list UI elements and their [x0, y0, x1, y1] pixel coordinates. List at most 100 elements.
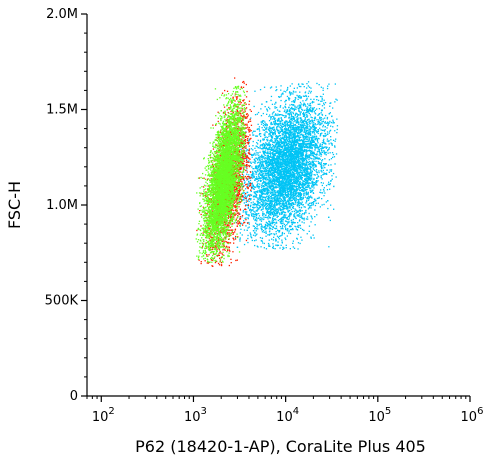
scatter-point — [308, 109, 310, 111]
scatter-point — [308, 207, 311, 209]
scatter-point — [272, 226, 274, 228]
scatter-point — [320, 155, 322, 157]
scatter-point — [259, 237, 262, 239]
scatter-point — [334, 140, 336, 142]
scatter-point — [284, 167, 286, 169]
scatter-point — [274, 191, 276, 194]
scatter-point — [262, 138, 264, 140]
scatter-point — [259, 151, 261, 153]
scatter-point — [330, 169, 333, 171]
scatter-point — [314, 139, 317, 141]
scatter-point — [285, 131, 287, 133]
scatter-point — [312, 145, 315, 147]
scatter-point — [263, 193, 266, 195]
scatter-point — [289, 209, 291, 212]
scatter-point — [276, 202, 278, 204]
scatter-point — [281, 206, 284, 209]
scatter-point — [295, 151, 297, 154]
scatter-point — [306, 116, 308, 118]
scatter-point — [300, 202, 302, 204]
scatter-point — [275, 161, 277, 163]
scatter-point — [276, 146, 278, 148]
scatter-point — [270, 152, 272, 155]
scatter-point — [301, 83, 303, 85]
scatter-point — [251, 166, 253, 168]
scatter-point — [295, 194, 297, 196]
scatter-point — [285, 244, 287, 246]
scatter-point — [286, 200, 288, 202]
scatter-point — [282, 224, 284, 227]
scatter-point — [295, 116, 297, 118]
scatter-point — [308, 128, 310, 130]
scatter-point — [265, 248, 268, 250]
scatter-point — [288, 117, 290, 119]
scatter-point — [257, 178, 260, 180]
scatter-point — [303, 160, 306, 162]
scatter-point — [281, 226, 284, 228]
scatter-point — [321, 121, 323, 123]
scatter-point — [290, 150, 292, 153]
scatter-point — [278, 186, 280, 188]
scatter-point — [265, 143, 268, 145]
scatter-point — [308, 131, 310, 133]
scatter-point — [290, 221, 293, 223]
scatter-point — [285, 116, 287, 118]
scatter-point — [330, 158, 333, 160]
scatter-point — [323, 203, 325, 206]
scatter-point — [301, 165, 303, 167]
scatter-point — [310, 207, 312, 209]
scatter-point — [281, 216, 284, 218]
scatter-point — [271, 197, 273, 199]
scatter-point — [275, 158, 277, 160]
scatter-point — [243, 220, 245, 222]
scatter-point — [300, 175, 302, 177]
scatter-point — [289, 116, 291, 118]
scatter-point — [286, 179, 288, 181]
scatter-point — [271, 192, 274, 194]
scatter-point — [300, 195, 302, 197]
scatter-point — [293, 159, 295, 161]
scatter-point — [299, 180, 301, 183]
scatter-point — [263, 189, 266, 191]
scatter-point — [312, 128, 314, 131]
scatter-point — [288, 161, 290, 163]
scatter-point — [306, 169, 308, 171]
scatter-point — [300, 203, 302, 206]
scatter-point — [281, 161, 283, 163]
scatter-point — [283, 141, 285, 143]
scatter-point — [330, 139, 332, 141]
scatter-point — [307, 181, 309, 183]
scatter-point — [272, 175, 274, 177]
scatter-point — [304, 173, 306, 175]
scatter-point — [273, 211, 276, 213]
scatter-point — [267, 139, 269, 141]
scatter-point — [305, 183, 307, 185]
scatter-point — [291, 101, 293, 103]
scatter-point — [308, 186, 310, 189]
scatter-point — [293, 194, 295, 196]
scatter-point — [259, 183, 261, 185]
scatter-point — [316, 138, 318, 141]
scatter-point — [255, 166, 257, 168]
scatter-point — [266, 161, 268, 164]
scatter-point — [258, 204, 260, 207]
scatter-point — [273, 198, 275, 200]
scatter-point — [303, 213, 305, 215]
scatter-point — [302, 122, 305, 124]
scatter-point — [285, 144, 288, 146]
scatter-point — [270, 172, 272, 174]
scatter-point — [294, 168, 296, 171]
scatter-point — [308, 90, 310, 92]
scatter-point — [292, 166, 294, 168]
scatter-point — [295, 196, 297, 198]
scatter-point — [253, 240, 256, 242]
scatter-point — [313, 122, 315, 124]
scatter-point — [316, 143, 318, 145]
scatter-point — [300, 129, 302, 131]
scatter-point — [315, 182, 317, 184]
scatter-point — [254, 195, 256, 197]
scatter-point — [290, 151, 293, 153]
scatter-point — [289, 139, 291, 142]
scatter-point — [284, 197, 287, 199]
scatter-point — [280, 182, 282, 184]
